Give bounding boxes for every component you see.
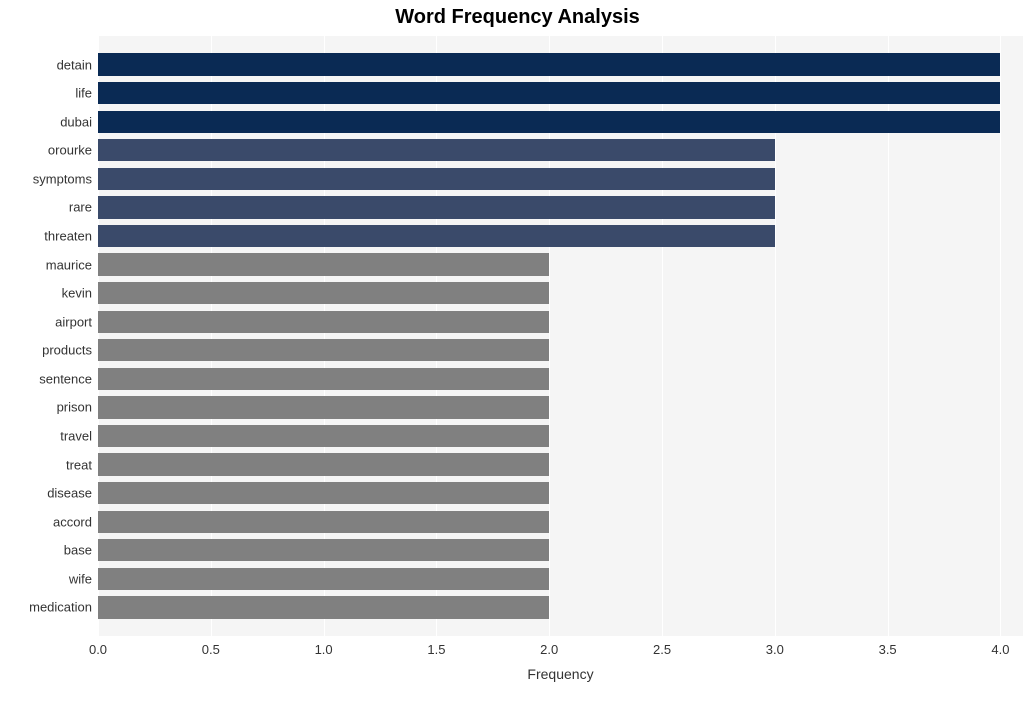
x-tick-label: 4.0 bbox=[991, 642, 1009, 657]
bar-row bbox=[98, 225, 1023, 247]
y-tick-label: airport bbox=[0, 314, 92, 329]
word-frequency-chart: Word Frequency Analysis detain life dubai o… bbox=[0, 0, 1035, 701]
y-tick-label: dubai bbox=[0, 114, 92, 129]
bar-row bbox=[98, 253, 1023, 275]
y-tick-label: prison bbox=[0, 400, 92, 415]
bar bbox=[98, 139, 775, 161]
bar-row bbox=[98, 311, 1023, 333]
plot-area bbox=[98, 36, 1023, 636]
bar bbox=[98, 568, 549, 590]
bar-row bbox=[98, 282, 1023, 304]
bar-row bbox=[98, 111, 1023, 133]
x-tick-label: 3.5 bbox=[879, 642, 897, 657]
x-tick-label: 2.0 bbox=[540, 642, 558, 657]
bar bbox=[98, 53, 1000, 75]
y-tick-label: threaten bbox=[0, 229, 92, 244]
bar bbox=[98, 339, 549, 361]
bar bbox=[98, 82, 1000, 104]
chart-title: Word Frequency Analysis bbox=[0, 6, 1035, 29]
x-axis-ticks: 0.00.51.01.52.02.53.03.54.0 bbox=[98, 642, 1023, 666]
bar-row bbox=[98, 568, 1023, 590]
bar bbox=[98, 539, 549, 561]
y-tick-label: base bbox=[0, 543, 92, 558]
bar bbox=[98, 196, 775, 218]
bar bbox=[98, 396, 549, 418]
bar bbox=[98, 596, 549, 618]
x-tick-label: 3.0 bbox=[766, 642, 784, 657]
bar-row bbox=[98, 539, 1023, 561]
bar-row bbox=[98, 139, 1023, 161]
bar-row bbox=[98, 368, 1023, 390]
y-tick-label: life bbox=[0, 86, 92, 101]
y-tick-label: maurice bbox=[0, 257, 92, 272]
bar-row bbox=[98, 82, 1023, 104]
x-tick-label: 1.0 bbox=[315, 642, 333, 657]
bar-row bbox=[98, 596, 1023, 618]
bar bbox=[98, 168, 775, 190]
y-tick-label: detain bbox=[0, 57, 92, 72]
x-tick-label: 1.5 bbox=[427, 642, 445, 657]
bar bbox=[98, 225, 775, 247]
bars-container bbox=[98, 36, 1023, 636]
bar-row bbox=[98, 53, 1023, 75]
bar-row bbox=[98, 511, 1023, 533]
y-tick-label: products bbox=[0, 343, 92, 358]
y-tick-label: travel bbox=[0, 429, 92, 444]
y-tick-label: accord bbox=[0, 514, 92, 529]
bar bbox=[98, 368, 549, 390]
bar bbox=[98, 253, 549, 275]
y-tick-label: orourke bbox=[0, 143, 92, 158]
bar bbox=[98, 282, 549, 304]
x-axis-label: Frequency bbox=[98, 666, 1023, 682]
bar-row bbox=[98, 339, 1023, 361]
bar bbox=[98, 482, 549, 504]
y-axis-labels: detain life dubai orourke symptoms rare threat… bbox=[0, 36, 92, 636]
bar-row bbox=[98, 482, 1023, 504]
y-tick-label: rare bbox=[0, 200, 92, 215]
y-tick-label: medication bbox=[0, 600, 92, 615]
bar-row bbox=[98, 196, 1023, 218]
y-tick-label: kevin bbox=[0, 286, 92, 301]
bar-row bbox=[98, 425, 1023, 447]
x-tick-label: 0.0 bbox=[89, 642, 107, 657]
bar bbox=[98, 425, 549, 447]
bar-row bbox=[98, 453, 1023, 475]
bar bbox=[98, 311, 549, 333]
bar-row bbox=[98, 168, 1023, 190]
y-tick-label: sentence bbox=[0, 371, 92, 386]
bar-row bbox=[98, 396, 1023, 418]
y-tick-label: wife bbox=[0, 571, 92, 586]
bar bbox=[98, 511, 549, 533]
y-tick-label: symptoms bbox=[0, 171, 92, 186]
y-tick-label: treat bbox=[0, 457, 92, 472]
x-tick-label: 2.5 bbox=[653, 642, 671, 657]
bar bbox=[98, 111, 1000, 133]
bar bbox=[98, 453, 549, 475]
x-tick-label: 0.5 bbox=[202, 642, 220, 657]
y-tick-label: disease bbox=[0, 486, 92, 501]
